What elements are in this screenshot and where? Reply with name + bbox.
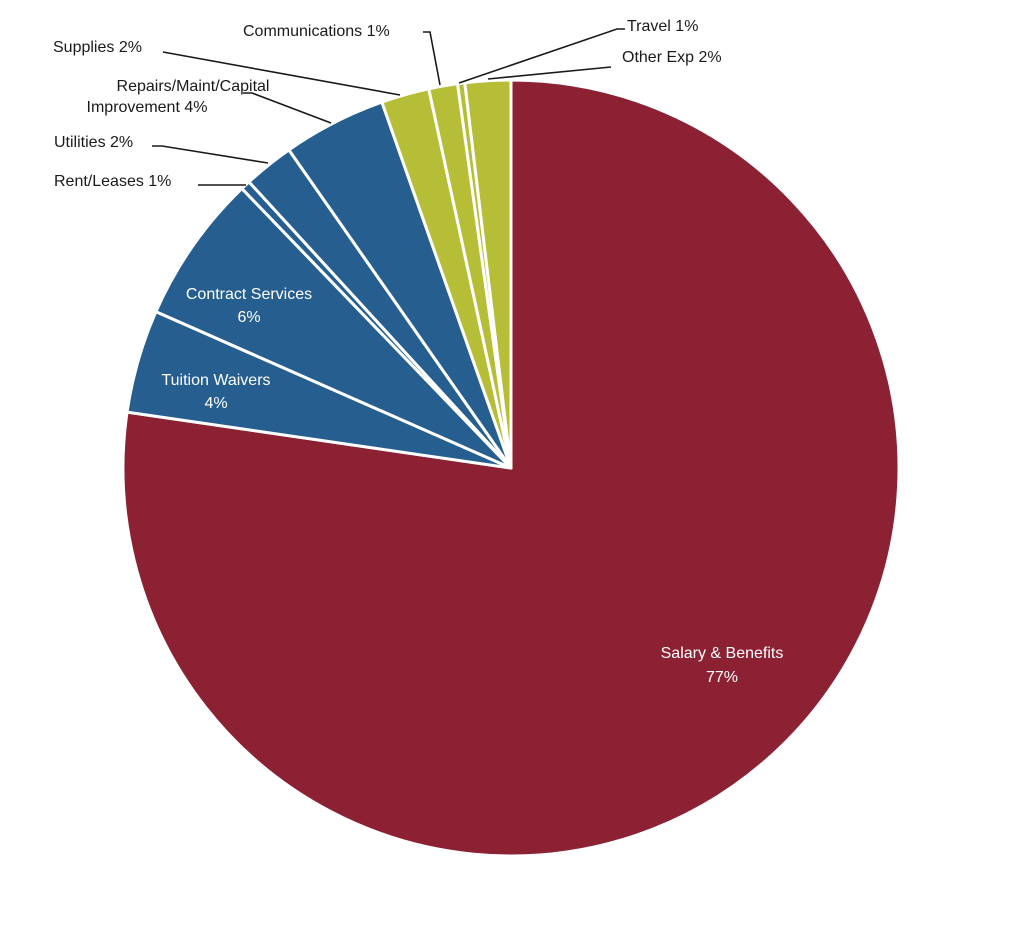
label-rent-leases: Rent/Leases 1% xyxy=(54,173,171,190)
pie-slices xyxy=(121,78,901,858)
leader-line-communications xyxy=(423,31,441,86)
label-tuition-waivers: Tuition Waivers xyxy=(161,372,270,389)
label-pct-contract-services: 6% xyxy=(237,309,260,326)
label-repairs-maint-capital-improvement: Repairs/Maint/Capital xyxy=(117,78,270,95)
leader-line-travel xyxy=(458,28,625,84)
leader-lines xyxy=(152,28,625,186)
label-line2-repairs-maint-capital-improvement: Improvement 4% xyxy=(87,99,208,116)
leader-line-utilities xyxy=(152,145,269,164)
label-other-exp: Other Exp 2% xyxy=(622,49,722,66)
label-pct-salary-benefits: 77% xyxy=(706,669,738,686)
label-supplies: Supplies 2% xyxy=(53,39,142,56)
leader-line-supplies xyxy=(162,51,401,96)
leader-line-repairs-maint-capital-improvement xyxy=(243,92,332,124)
leader-line-other-exp xyxy=(487,66,612,80)
slice-labels: Salary & Benefits 77% Tuition Waivers 4% Con… xyxy=(53,18,783,686)
label-salary-benefits: Salary & Benefits xyxy=(661,645,784,662)
label-pct-tuition-waivers: 4% xyxy=(204,395,227,412)
label-travel: Travel 1% xyxy=(627,18,698,35)
label-contract-services: Contract Services xyxy=(186,286,312,303)
label-communications: Communications 1% xyxy=(243,23,390,40)
slice-other-exp xyxy=(463,78,513,470)
slice-contract-services xyxy=(154,187,513,470)
label-utilities: Utilities 2% xyxy=(54,134,133,151)
